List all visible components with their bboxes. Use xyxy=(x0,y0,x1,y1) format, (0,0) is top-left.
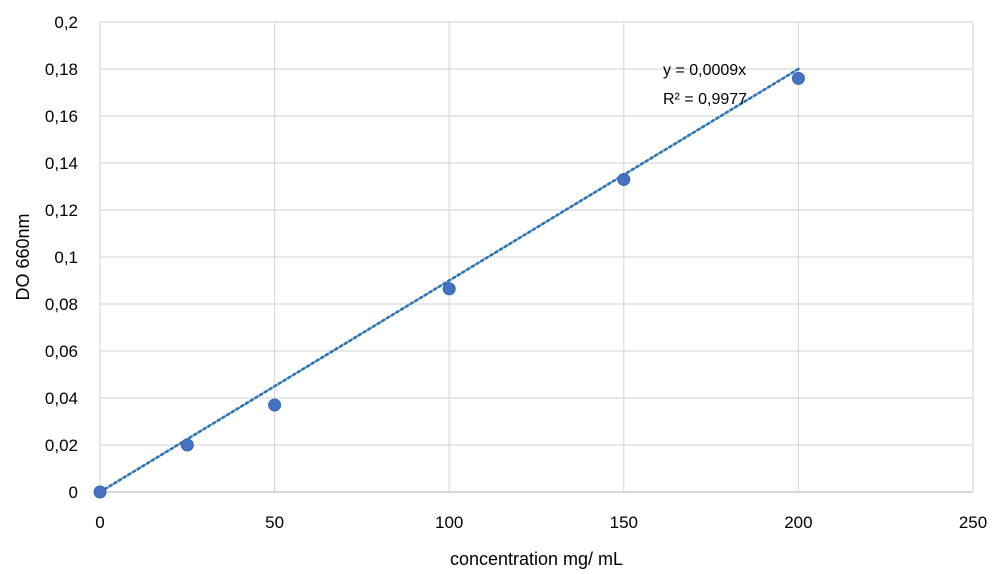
trendline-equation: y = 0,0009x xyxy=(663,62,746,79)
trendline xyxy=(98,67,800,494)
x-tick-label: 50 xyxy=(265,513,284,532)
grid xyxy=(99,21,974,493)
data-point xyxy=(268,398,282,412)
trendline-r-squared: R² = 0,9977 xyxy=(663,91,747,108)
x-tick-label: 250 xyxy=(959,513,987,532)
y-tick-label: 0 xyxy=(69,483,78,502)
data-points xyxy=(93,71,805,499)
y-tick-label: 0,16 xyxy=(45,107,78,126)
x-axis-title: concentration mg/ mL xyxy=(450,549,623,569)
y-tick-label: 0,06 xyxy=(45,342,78,361)
data-point xyxy=(180,438,194,452)
x-tick-label: 150 xyxy=(610,513,638,532)
y-tick-label: 0,2 xyxy=(54,13,78,32)
y-tick-label: 0,02 xyxy=(45,436,78,455)
y-tick-label: 0,12 xyxy=(45,201,78,220)
y-tick-label: 0,04 xyxy=(45,389,78,408)
y-tick-label: 0,18 xyxy=(45,60,78,79)
data-point xyxy=(93,485,107,499)
x-tick-label: 0 xyxy=(95,513,104,532)
y-axis-title: DO 660nm xyxy=(13,213,33,300)
y-tick-label: 0,14 xyxy=(45,154,78,173)
data-point xyxy=(617,172,631,186)
x-tick-label: 200 xyxy=(784,513,812,532)
y-tick-label: 0,1 xyxy=(54,248,78,267)
x-tick-label: 100 xyxy=(435,513,463,532)
data-point xyxy=(791,71,805,85)
trendline-layer xyxy=(98,67,800,494)
data-point xyxy=(442,282,456,296)
tick-labels: 0 0,02 0,04 0,06 0,08 0,1 0,12 0,14 0,16 0,18 0,2 0… xyxy=(45,13,987,532)
y-tick-label: 0,08 xyxy=(45,295,78,314)
